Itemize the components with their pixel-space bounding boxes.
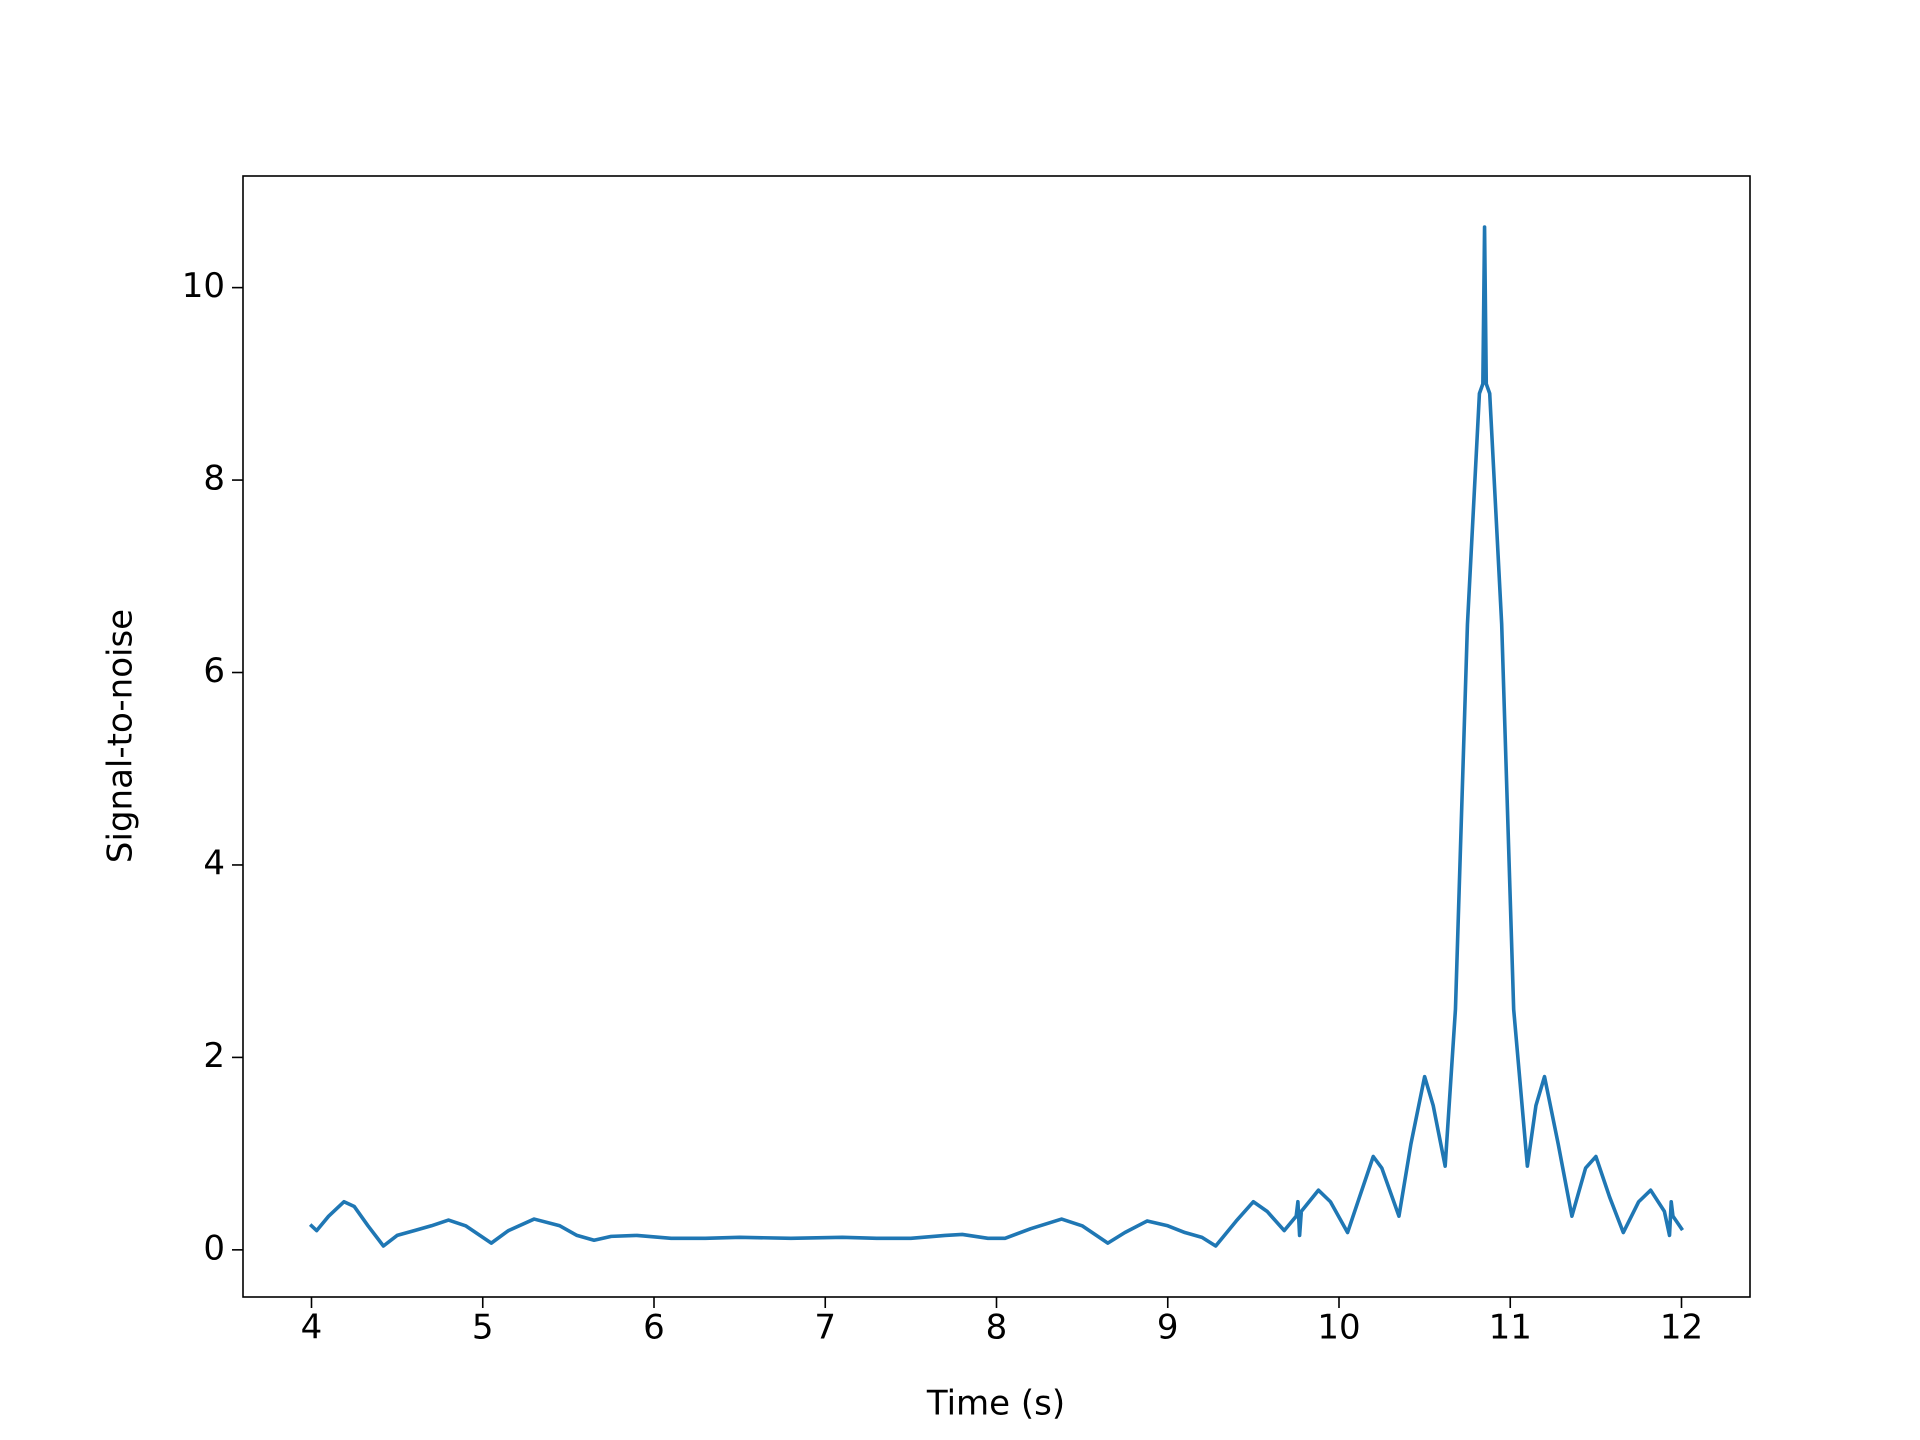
x-axis-label: Time (s) [926, 1384, 1065, 1424]
plot-frame [242, 175, 1751, 1298]
y-tick-label: 0 [203, 1228, 225, 1268]
data-line [308, 225, 1685, 1248]
x-tick-label: 5 [472, 1308, 494, 1348]
x-tick-label: 10 [1317, 1308, 1360, 1348]
x-tick-label: 7 [814, 1308, 836, 1348]
x-tick-label: 12 [1660, 1308, 1703, 1348]
y-axis-label: Signal-to-noise [101, 609, 141, 863]
x-tick-label: 4 [301, 1308, 323, 1348]
y-tick-label: 6 [203, 651, 225, 691]
y-tick-label: 2 [203, 1036, 225, 1076]
y-tick-label: 4 [203, 843, 225, 883]
x-tick-label: 6 [643, 1308, 665, 1348]
x-tick-label: 9 [1157, 1308, 1179, 1348]
x-tick-label: 11 [1489, 1308, 1532, 1348]
x-tick-label: 8 [986, 1308, 1008, 1348]
y-tick-label: 8 [203, 459, 225, 499]
y-tick-label: 10 [182, 266, 225, 306]
